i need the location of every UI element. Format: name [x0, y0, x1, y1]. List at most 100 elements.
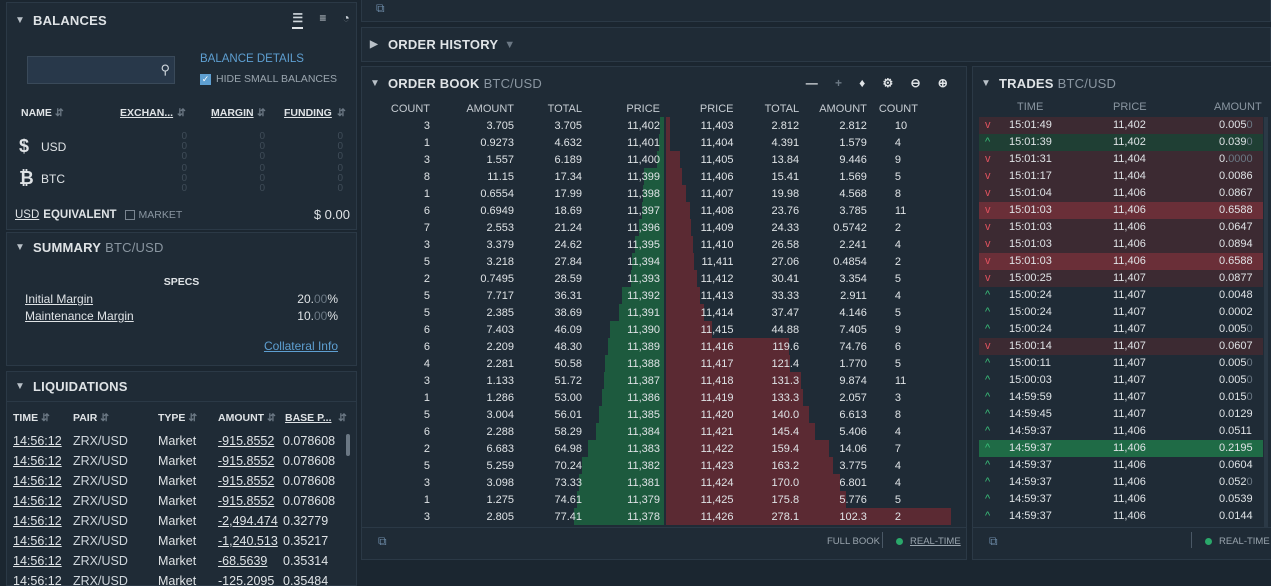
- ask-row[interactable]: 11,425 175.8 5.776 5: [666, 491, 922, 508]
- liquidation-row[interactable]: 14:56:12 ZRX/USD Market -915.8552 0.078608: [7, 494, 347, 514]
- ask-row[interactable]: 11,423 163.2 3.775 4: [666, 457, 922, 474]
- detail-list-icon[interactable]: ≡: [319, 11, 327, 25]
- filter-icon[interactable]: ▼: [504, 38, 516, 51]
- hide-small-checkbox[interactable]: ✓: [200, 73, 211, 85]
- col-type[interactable]: TYPE ⇵: [158, 412, 198, 424]
- bid-row[interactable]: 3 1.557 6.189 11,400: [362, 151, 664, 168]
- equiv-currency[interactable]: USD: [15, 208, 40, 221]
- bid-row[interactable]: 4 2.281 50.58 11,388: [362, 355, 664, 372]
- trade-row[interactable]: v 15:01:31 11,404 0.0000: [979, 151, 1263, 168]
- popout-icon[interactable]: ⧉: [376, 1, 385, 15]
- gear-icon[interactable]: ⚙: [882, 76, 894, 90]
- ask-row[interactable]: 11,403 2.812 2.812 10: [666, 117, 922, 134]
- liq-time[interactable]: 14:56:12: [13, 454, 62, 468]
- bid-row[interactable]: 3 1.133 51.72 11,387: [362, 372, 664, 389]
- liquidation-row[interactable]: 14:56:12 ZRX/USD Market -125.2095 0.35484: [7, 574, 347, 585]
- liquidations-header[interactable]: ▼ LIQUIDATIONS: [7, 372, 356, 402]
- trade-row[interactable]: v 15:01:03 11,406 0.0647: [979, 219, 1263, 236]
- trade-row[interactable]: ^ 15:00:24 11,407 0.0050: [979, 321, 1263, 338]
- ask-row[interactable]: 11,426 278.1 102.3 2: [666, 508, 922, 525]
- bid-row[interactable]: 7 2.553 21.24 11,396: [362, 219, 664, 236]
- trade-row[interactable]: ^ 14:59:37 11,406 0.0511: [979, 423, 1263, 440]
- liq-amount[interactable]: -915.8552: [218, 434, 275, 448]
- trade-row[interactable]: v 15:01:04 11,406 0.0867: [979, 185, 1263, 202]
- ask-row[interactable]: 11,404 4.391 1.579 4: [666, 134, 922, 151]
- decrease-precision-icon[interactable]: —: [805, 76, 818, 90]
- ask-row[interactable]: 11,418 131.3 9.874 11: [666, 372, 922, 389]
- full-book-link[interactable]: FULL BOOK: [827, 536, 880, 547]
- trade-row[interactable]: ^ 15:00:11 11,407 0.0050: [979, 355, 1263, 372]
- liquidation-row[interactable]: 14:56:12 ZRX/USD Market -68.5639 0.35314: [7, 554, 347, 574]
- trade-row[interactable]: v 15:01:03 11,406 0.6588: [979, 202, 1263, 219]
- bid-row[interactable]: 5 7.717 36.31 11,392: [362, 287, 664, 304]
- col-funding[interactable]: FUNDING: [284, 107, 332, 119]
- ask-row[interactable]: 11,406 15.41 1.569 5: [666, 168, 922, 185]
- liquidation-row[interactable]: 14:56:12 ZRX/USD Market -915.8552 0.078608: [7, 454, 347, 474]
- zoom-out-icon[interactable]: ⊖: [910, 76, 921, 90]
- col-pair[interactable]: PAIR ⇵: [73, 412, 110, 424]
- ask-row[interactable]: 11,409 24.33 0.5742 2: [666, 219, 922, 236]
- ask-row[interactable]: 11,414 37.47 4.146 5: [666, 304, 922, 321]
- trade-row[interactable]: ^ 14:59:37 11,406 0.0604: [979, 457, 1263, 474]
- chevron-down-icon[interactable]: ▼: [370, 77, 381, 89]
- trade-row[interactable]: ^ 14:59:59 11,407 0.0150: [979, 389, 1263, 406]
- trade-row[interactable]: v 15:01:03 11,406 0.6588: [979, 253, 1263, 270]
- col-base-price[interactable]: BASE P...: [285, 412, 332, 424]
- pie-chart-icon[interactable]: ◔: [342, 11, 350, 25]
- order-book-header[interactable]: ▼ ORDER BOOK BTC/USD — + ♦ ⚙ ⊖ ⊕: [362, 67, 966, 99]
- col-margin[interactable]: MARGIN: [211, 107, 254, 119]
- trade-row[interactable]: ^ 14:59:37 11,406 0.0539: [979, 491, 1263, 508]
- ask-row[interactable]: 11,411 27.06 0.4854 2: [666, 253, 922, 270]
- bid-row[interactable]: 1 0.6554 17.99 11,398: [362, 185, 664, 202]
- ask-row[interactable]: 11,415 44.88 7.405 9: [666, 321, 922, 338]
- collateral-info-link[interactable]: Collateral Info: [263, 339, 338, 353]
- trade-row[interactable]: ^ 15:00:24 11,407 0.0048: [979, 287, 1263, 304]
- trade-row[interactable]: ^ 14:59:37 11,406 0.0520: [979, 474, 1263, 491]
- trade-row[interactable]: ^ 14:59:37 11,406 0.2195: [979, 440, 1263, 457]
- realtime-link[interactable]: REAL-TIME: [910, 536, 961, 547]
- bid-row[interactable]: 1 0.9273 4.632 11,401: [362, 134, 664, 151]
- ask-row[interactable]: 11,419 133.3 2.057 3: [666, 389, 922, 406]
- liq-amount[interactable]: -915.8552: [218, 474, 275, 488]
- ask-row[interactable]: 11,416 119.6 74.76 6: [666, 338, 922, 355]
- col-time[interactable]: TIME ⇵: [13, 412, 50, 424]
- bid-row[interactable]: 6 7.403 46.09 11,390: [362, 321, 664, 338]
- balance-row[interactable]: $ USD 0 0 0 0 0 0 0 0 0: [7, 131, 356, 162]
- bid-row[interactable]: 8 11.15 17.34 11,399: [362, 168, 664, 185]
- popout-icon[interactable]: ⧉: [378, 534, 387, 548]
- bid-row[interactable]: 3 3.705 3.705 11,402: [362, 117, 664, 134]
- col-amount[interactable]: AMOUNT ⇵: [218, 412, 276, 424]
- chevron-right-icon[interactable]: ▶: [370, 39, 378, 50]
- bid-row[interactable]: 5 2.385 38.69 11,391: [362, 304, 664, 321]
- bid-row[interactable]: 6 2.288 58.29 11,384: [362, 423, 664, 440]
- zoom-in-icon[interactable]: ⊕: [937, 76, 948, 90]
- bell-icon[interactable]: ♦: [859, 76, 866, 90]
- search-icon[interactable]: ⚲: [160, 62, 170, 77]
- trades-header[interactable]: ▼ TRADES BTC/USD: [973, 67, 1271, 99]
- liq-amount[interactable]: -915.8552: [218, 454, 275, 468]
- chevron-down-icon[interactable]: ▼: [15, 14, 26, 26]
- list-view-icon[interactable]: ☰: [292, 11, 304, 29]
- trade-row[interactable]: ^ 15:01:39 11,402 0.0390: [979, 134, 1263, 151]
- trade-row[interactable]: ^ 15:00:03 11,407 0.0050: [979, 372, 1263, 389]
- bid-row[interactable]: 5 3.004 56.01 11,385: [362, 406, 664, 423]
- ask-row[interactable]: 11,417 121.4 1.770 5: [666, 355, 922, 372]
- balance-row[interactable]: ₿ BTC 0 0 0 0 0 0 0 0 0: [7, 163, 356, 194]
- balances-search-input[interactable]: ⚲: [27, 56, 175, 84]
- liq-amount[interactable]: -915.8552: [218, 494, 275, 508]
- maintenance-margin-label[interactable]: Maintenance Margin: [25, 309, 134, 323]
- bid-row[interactable]: 5 5.259 70.24 11,382: [362, 457, 664, 474]
- realtime-link[interactable]: REAL-TIME: [1219, 536, 1270, 547]
- trade-row[interactable]: v 15:01:17 11,404 0.0086: [979, 168, 1263, 185]
- bid-row[interactable]: 3 3.379 24.62 11,395: [362, 236, 664, 253]
- liq-time[interactable]: 14:56:12: [13, 474, 62, 488]
- initial-margin-label[interactable]: Initial Margin: [25, 292, 94, 306]
- ask-row[interactable]: 11,413 33.33 2.911 4: [666, 287, 922, 304]
- ask-row[interactable]: 11,420 140.0 6.613 8: [666, 406, 922, 423]
- liq-time[interactable]: 14:56:12: [13, 534, 62, 548]
- liq-time[interactable]: 14:56:12: [13, 434, 62, 448]
- liquidation-row[interactable]: 14:56:12 ZRX/USD Market -2,494.474 0.32779: [7, 514, 347, 534]
- chevron-down-icon[interactable]: ▼: [981, 77, 992, 89]
- bid-row[interactable]: 2 6.683 64.98 11,383: [362, 440, 664, 457]
- liq-amount[interactable]: -2,494.474: [218, 514, 278, 528]
